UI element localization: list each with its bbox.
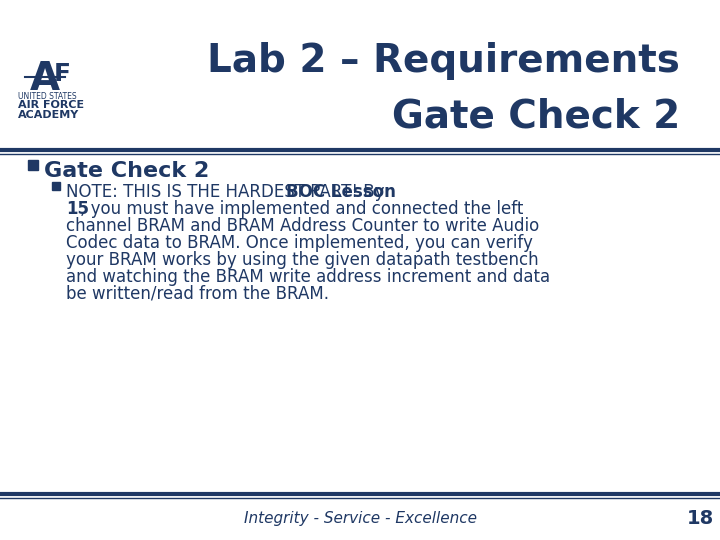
Text: Codec data to BRAM. Once implemented, you can verify: Codec data to BRAM. Once implemented, yo…	[66, 234, 533, 252]
Text: 18: 18	[686, 509, 714, 528]
Text: NOTE: THIS IS THE HARDEST PART! By: NOTE: THIS IS THE HARDEST PART! By	[66, 183, 390, 201]
Text: AIR FORCE: AIR FORCE	[18, 100, 84, 110]
Text: 15: 15	[66, 200, 89, 218]
Bar	[52, 182, 60, 190]
Text: and watching the BRAM write address increment and data: and watching the BRAM write address incr…	[66, 268, 550, 286]
Bar	[28, 160, 38, 170]
Text: ACADEMY: ACADEMY	[18, 110, 79, 120]
Text: Lab 2 – Requirements: Lab 2 – Requirements	[207, 42, 680, 80]
Text: channel BRAM and BRAM Address Counter to write Audio: channel BRAM and BRAM Address Counter to…	[66, 217, 539, 235]
Text: your BRAM works by using the given datapath testbench: your BRAM works by using the given datap…	[66, 251, 539, 269]
Text: UNITED STATES: UNITED STATES	[18, 92, 76, 101]
Text: , you must have implemented and connected the left: , you must have implemented and connecte…	[80, 200, 523, 218]
Text: A: A	[30, 60, 60, 98]
Text: Integrity - Service - Excellence: Integrity - Service - Excellence	[243, 510, 477, 525]
Text: BOC Lesson: BOC Lesson	[287, 183, 397, 201]
Text: Gate Check 2: Gate Check 2	[44, 161, 210, 181]
Text: be written/read from the BRAM.: be written/read from the BRAM.	[66, 285, 329, 303]
Text: Gate Check 2: Gate Check 2	[392, 97, 680, 135]
Text: F: F	[53, 62, 71, 86]
